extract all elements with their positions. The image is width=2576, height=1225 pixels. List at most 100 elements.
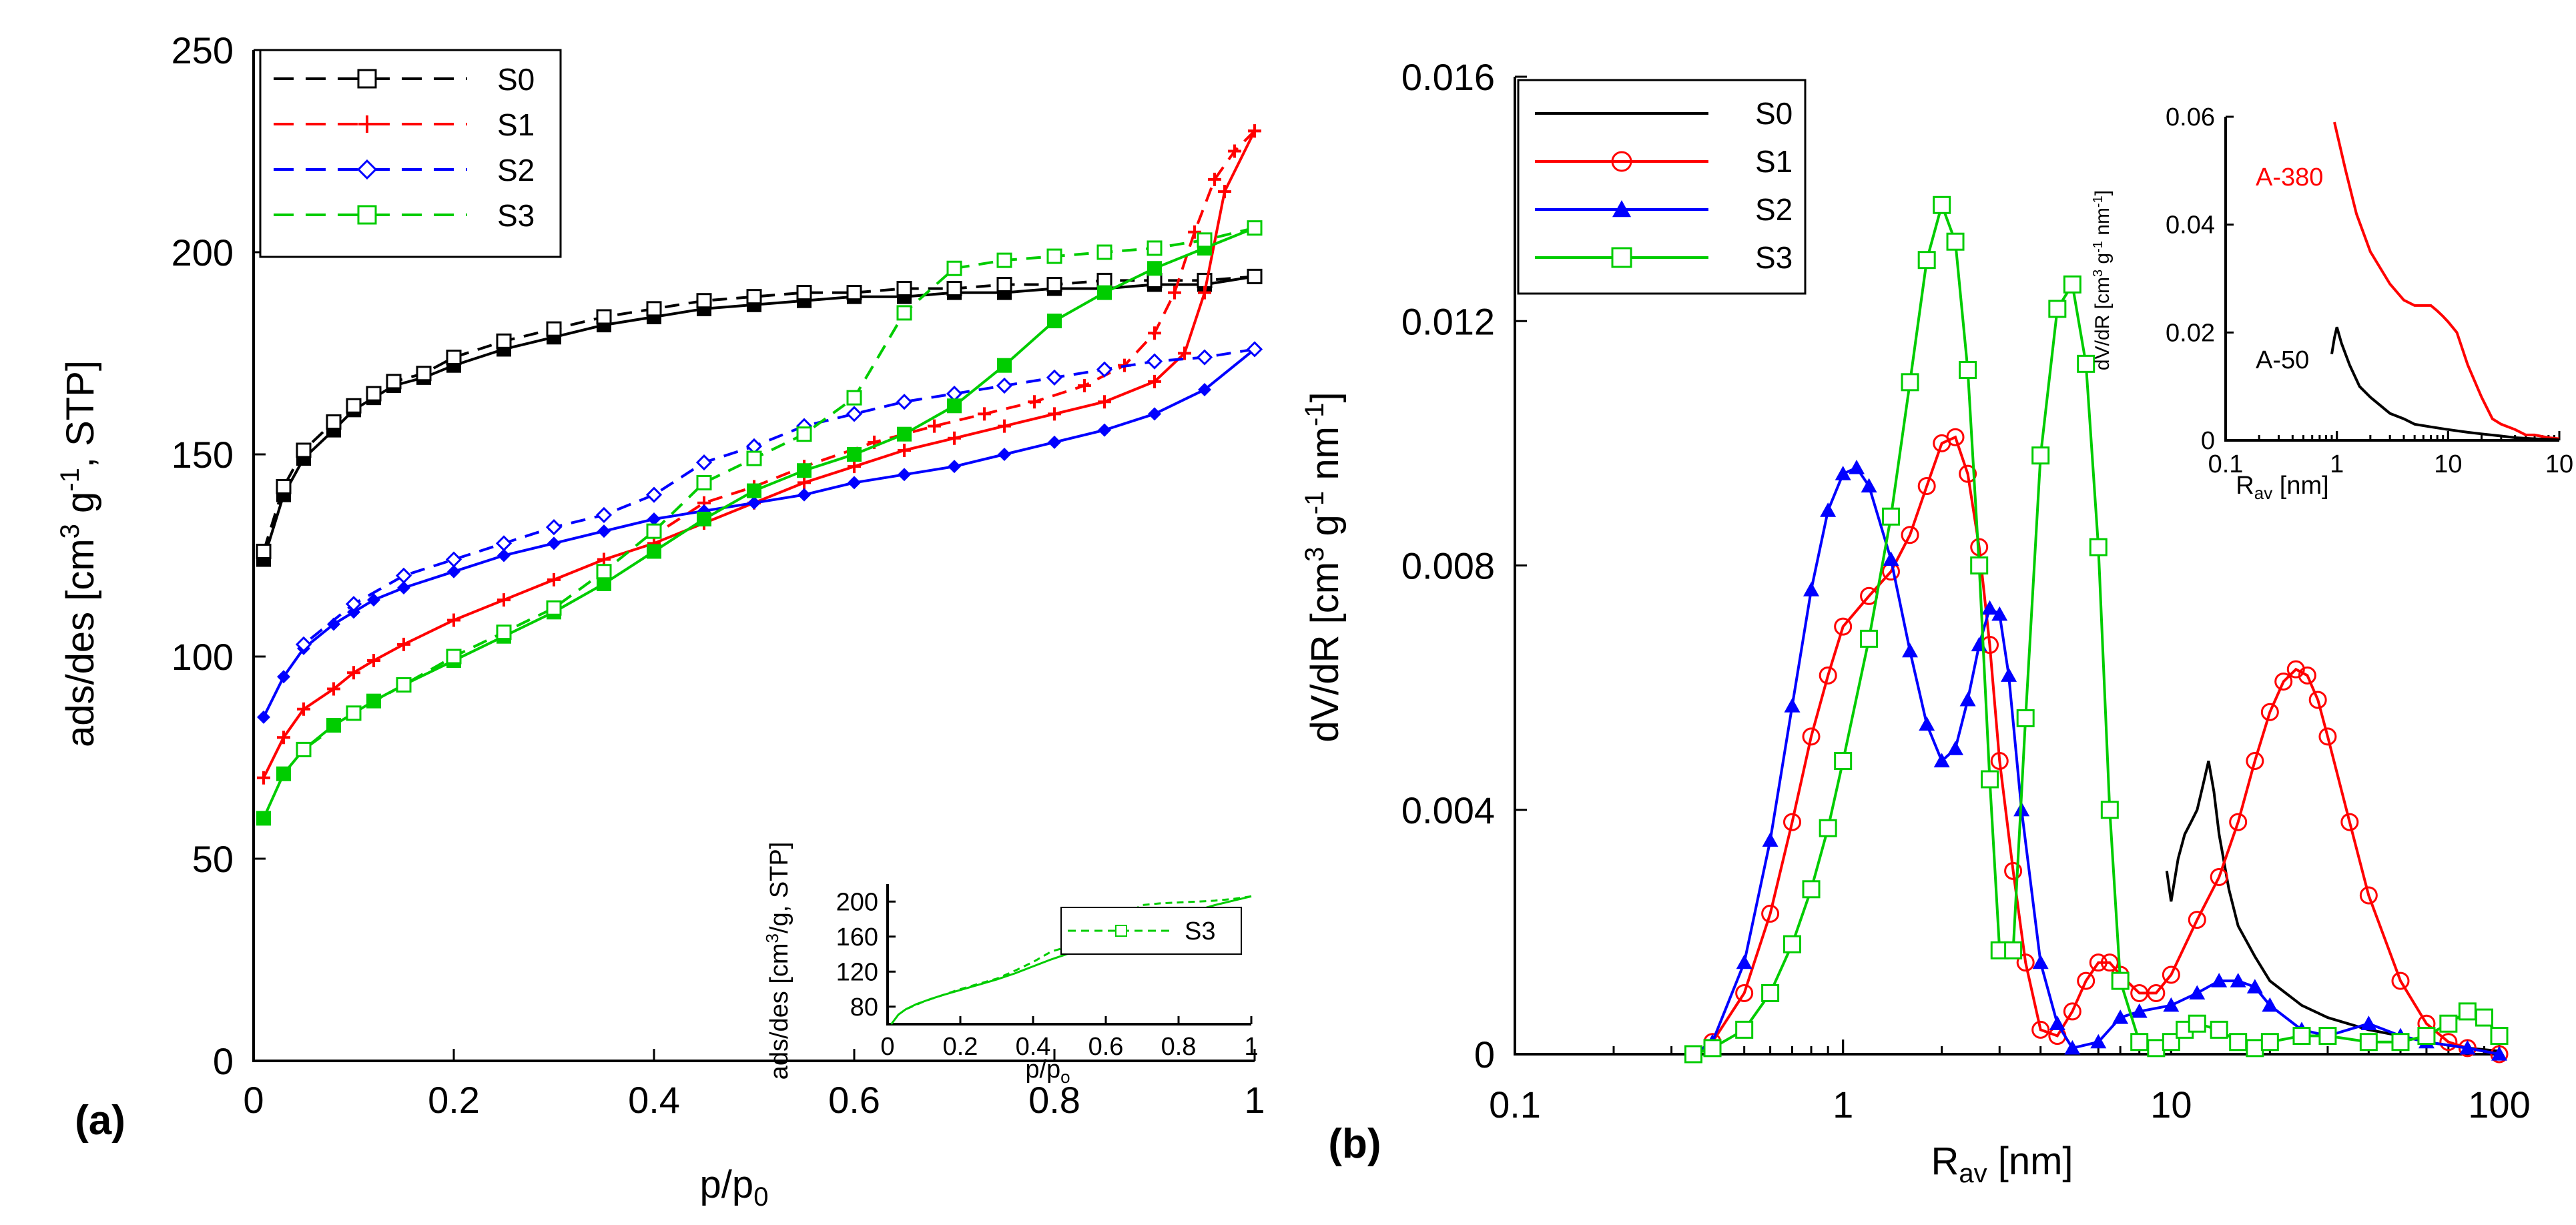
data-point [2417,1027,2436,1046]
inset-x-tick-label: 1 [1244,1033,1258,1061]
data-point [497,593,511,607]
inset-x-label-sub: o [1060,1067,1070,1087]
data-point [2162,965,2180,984]
data-point [495,535,513,552]
data-point [2439,1033,2458,1052]
data-point [1803,582,1820,596]
data-point [2004,941,2023,959]
data-point [546,600,562,616]
data-point [946,260,962,276]
data-point [397,637,410,651]
data-point [1046,369,1063,386]
data-point [1611,151,1632,172]
inset-x-tick-label: 0.2 [943,1033,978,1061]
data-point [1835,466,1851,480]
inset-y-tick-label: 0.06 [2166,103,2215,131]
data-point [1933,753,1950,768]
series-line [1692,435,2500,1056]
data-point [998,448,1011,461]
data-point [2188,911,2206,929]
inset-y-tick-label: 120 [836,958,878,986]
data-point [276,766,291,781]
data-point [547,572,561,586]
data-point [1197,232,1213,248]
y-tick-label: 0.016 [1401,56,1495,98]
data-point [1819,819,1837,837]
data-point [998,419,1011,433]
data-point [345,596,362,612]
data-point [2064,1040,2081,1055]
data-point [447,564,460,578]
data-point [2230,973,2246,987]
data-point [1148,326,1161,340]
data-point [1901,373,1919,392]
data-point [996,276,1012,292]
data-point [1860,629,1879,648]
data-point [2090,1034,2107,1049]
data-point [897,426,912,442]
data-point [2318,1027,2337,1046]
legend-marker [358,115,376,133]
x-axis-label: Rav [nm] [1931,1140,2073,1188]
data-point [1048,407,1061,421]
data-point [2246,752,2264,770]
data-point [2359,886,2378,905]
series-adsorption-line [262,130,1256,779]
data-point [1819,666,1837,685]
data-point [996,377,1013,394]
y-label-sup: 3 [1300,547,1329,562]
data-point [597,552,611,566]
inset-y-label-part: ] [2091,190,2114,195]
data-point [948,460,961,474]
data-point [1147,261,1162,276]
legend-marker [357,69,377,89]
x-tick-label: 0.2 [428,1079,480,1121]
inset-label-a380: A-380 [2256,163,2323,191]
data-point [647,512,661,526]
inset-label-a50: A-50 [2256,346,2309,374]
y-tick-label: 0 [1474,1034,1495,1076]
inset-x-tick-label: 0.4 [1016,1033,1051,1061]
data-point [997,358,1012,373]
data-point [645,486,663,503]
series-adsorption-line [262,348,1256,718]
data-point [847,447,862,462]
data-point [1218,185,1231,199]
inset-x-label-sub: av [2254,483,2272,503]
data-point [2211,973,2228,987]
data-point [646,301,662,317]
data-point [2439,1014,2458,1033]
data-point [846,285,862,301]
data-point [2292,1027,2311,1046]
data-point [1196,349,1213,366]
data-point [596,564,612,580]
inset-y-label-sup: -1 [2091,241,2106,253]
data-point [1188,225,1201,239]
data-point [257,710,270,724]
data-point [797,463,812,478]
data-point [747,483,761,498]
data-point [445,551,462,568]
data-point [2189,985,2206,1000]
data-point [1970,556,1989,574]
data-point [546,321,562,337]
data-point [446,649,462,665]
data-point [595,506,613,524]
data-point [2246,979,2263,993]
data-point [1098,423,1111,437]
x-tick-label: 10 [2150,1084,2192,1126]
data-point [2246,1039,2264,1058]
inset-y-tick-label: 0.04 [2166,212,2215,240]
data-point [2147,1039,2166,1058]
data-point [1098,395,1111,409]
y-label-part: , STP] [59,360,102,468]
data-point [1228,144,1241,158]
inset-y-axis-label: dV/dR [cm3 g-1 nm-1] [2091,190,2114,370]
data-point [2049,1015,2065,1030]
data-point [2318,727,2337,746]
data-point [326,414,342,430]
data-point [2459,1040,2476,1055]
inset-x-axis-label: Rav [nm] [2236,472,2328,503]
data-point [596,309,612,325]
